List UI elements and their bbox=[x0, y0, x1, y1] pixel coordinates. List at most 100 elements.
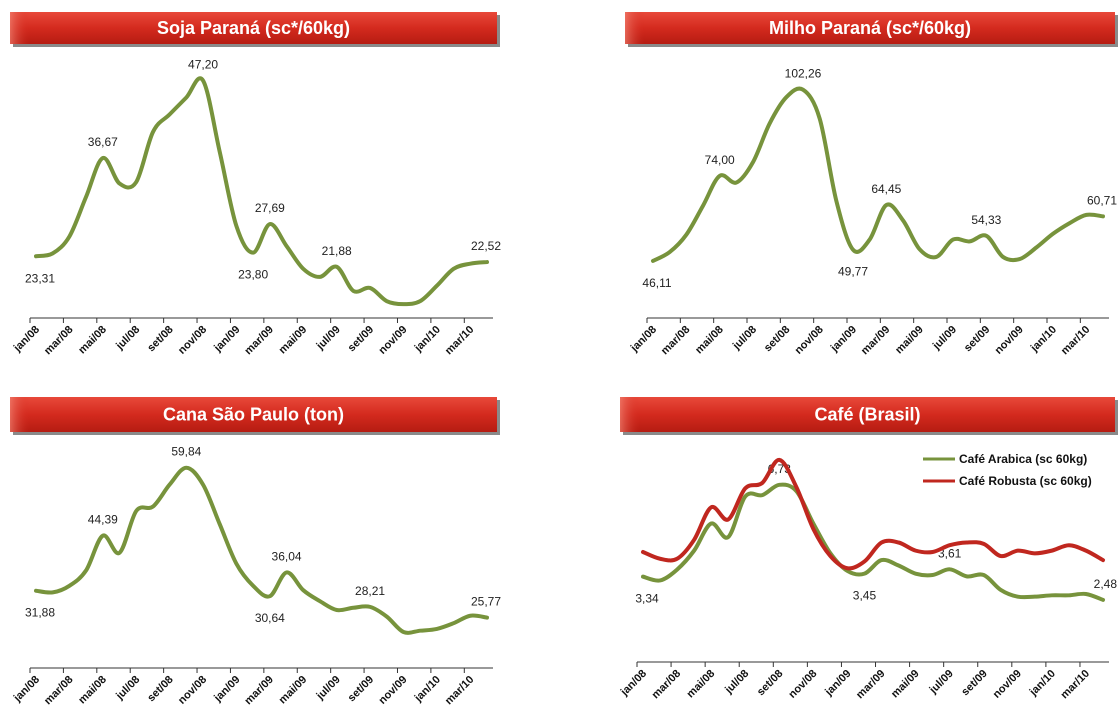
x-tick-label: mai/09 bbox=[277, 674, 310, 707]
x-tick-label: set/08 bbox=[762, 324, 793, 355]
x-tick-label: mar/10 bbox=[1059, 324, 1093, 358]
x-tick-label: mai/08 bbox=[76, 674, 109, 707]
x-tick-label: jan/09 bbox=[828, 324, 859, 355]
x-tick-label: set/09 bbox=[959, 668, 990, 699]
x-tick-label: set/09 bbox=[346, 674, 377, 705]
data-label: 27,69 bbox=[255, 201, 285, 215]
legend-label: Café Arabica (sc 60kg) bbox=[959, 452, 1087, 466]
data-label: 64,45 bbox=[871, 182, 901, 196]
line-series bbox=[641, 482, 1105, 602]
x-tick-label: mar/09 bbox=[854, 668, 888, 702]
x-tick-label: mai/08 bbox=[685, 668, 718, 701]
x-tick-label: mai/08 bbox=[76, 324, 109, 357]
chart-title: Cana São Paulo (ton) bbox=[163, 405, 344, 425]
chart-title: Milho Paraná (sc*/60kg) bbox=[769, 18, 971, 38]
data-label: 3,61 bbox=[938, 546, 962, 560]
x-tick-label: jan/10 bbox=[412, 674, 443, 705]
x-tick-label: jul/08 bbox=[730, 324, 759, 353]
data-label: 59,84 bbox=[171, 445, 201, 459]
x-tick-label: nov/09 bbox=[376, 674, 409, 707]
x-tick-label: jul/09 bbox=[314, 674, 343, 703]
x-tick-label: mar/08 bbox=[42, 674, 76, 708]
x-tick-label: nov/09 bbox=[376, 324, 409, 357]
x-tick-label: mar/09 bbox=[242, 674, 276, 708]
x-tick-label: jul/09 bbox=[927, 668, 956, 697]
x-tick-label: mai/08 bbox=[693, 324, 726, 357]
data-label: 60,71 bbox=[1087, 193, 1117, 207]
title-banner-shine bbox=[625, 12, 1115, 44]
title-banner-shine bbox=[10, 397, 497, 432]
x-tick-label: set/08 bbox=[145, 674, 176, 705]
x-tick-label: jul/09 bbox=[930, 324, 959, 353]
chart-panel: Café (Brasil)jan/08 mar/08 mai/08 jul/08 set… bbox=[618, 397, 1118, 701]
data-label: 25,77 bbox=[471, 595, 501, 609]
x-tick-label: nov/09 bbox=[993, 324, 1026, 357]
x-tick-label: set/08 bbox=[145, 324, 176, 355]
x-tick-label: jan/09 bbox=[211, 324, 242, 355]
data-label: 2,48 bbox=[1094, 577, 1118, 591]
x-tick-label: mai/09 bbox=[889, 668, 922, 701]
x-tick-label: mar/08 bbox=[659, 324, 693, 358]
data-label: 74,00 bbox=[705, 153, 735, 167]
x-tick-label: mar/10 bbox=[443, 674, 477, 708]
data-label: 49,77 bbox=[838, 265, 868, 279]
x-tick-label: nov/08 bbox=[793, 324, 826, 357]
x-tick-label: jan/09 bbox=[822, 668, 853, 699]
chart-title: Café (Brasil) bbox=[814, 405, 920, 425]
x-tick-label: set/09 bbox=[962, 324, 993, 355]
x-tick-label: mai/09 bbox=[277, 324, 310, 357]
x-tick-label: jul/08 bbox=[113, 674, 142, 703]
chart-panel: Soja Paraná (sc*/60kg) jan/08 mar/08 mai/08… bbox=[10, 12, 501, 357]
x-tick-label: jan/08 bbox=[11, 324, 42, 355]
x-tick-label: jan/10 bbox=[1028, 324, 1059, 355]
x-tick-label: nov/09 bbox=[991, 668, 1024, 701]
x-tick-label: nov/08 bbox=[176, 324, 209, 357]
x-tick-label: mar/10 bbox=[443, 324, 477, 358]
x-tick-label: jan/08 bbox=[618, 668, 649, 699]
x-tick-label: jul/09 bbox=[314, 324, 343, 353]
chart-panel: Cana São Paulo (ton)jan/08 mar/08 mai/08 ju… bbox=[10, 397, 501, 707]
x-tick-label: nov/08 bbox=[786, 668, 819, 701]
line-series bbox=[34, 465, 489, 635]
data-label: 36,67 bbox=[88, 135, 118, 149]
x-tick-label: mar/08 bbox=[42, 324, 76, 358]
data-label: 54,33 bbox=[971, 213, 1001, 227]
data-label: 3,34 bbox=[635, 592, 659, 606]
x-tick-label: mar/09 bbox=[859, 324, 893, 358]
x-tick-label: jan/10 bbox=[412, 324, 443, 355]
x-tick-label: set/08 bbox=[755, 668, 786, 699]
data-label: 23,80 bbox=[238, 268, 268, 282]
x-tick-label: jul/08 bbox=[113, 324, 142, 353]
x-tick-label: jan/10 bbox=[1027, 668, 1058, 699]
x-tick-label: mar/08 bbox=[650, 668, 684, 702]
data-label: 44,39 bbox=[88, 513, 118, 527]
x-tick-label: mar/09 bbox=[242, 324, 276, 358]
x-tick-label: jan/08 bbox=[11, 674, 42, 705]
data-label: 30,64 bbox=[255, 611, 285, 625]
data-label: 23,31 bbox=[25, 271, 55, 285]
title-banner-shine bbox=[620, 397, 1115, 432]
line-series bbox=[34, 76, 489, 307]
x-tick-label: jan/09 bbox=[211, 674, 242, 705]
data-label: 21,88 bbox=[322, 244, 352, 258]
line-series bbox=[651, 86, 1105, 263]
data-label: 47,20 bbox=[188, 58, 218, 72]
x-tick-label: mai/09 bbox=[893, 324, 926, 357]
data-label: 31,88 bbox=[25, 606, 55, 620]
data-label: 102,26 bbox=[785, 67, 822, 81]
line-series bbox=[641, 457, 1105, 571]
x-tick-label: jul/08 bbox=[722, 668, 751, 697]
title-banner-shine bbox=[10, 12, 497, 44]
chart-panel: Milho Paraná (sc*/60kg)jan/08 mar/08 mai/0… bbox=[625, 12, 1118, 357]
x-tick-label: jan/08 bbox=[628, 324, 659, 355]
data-label: 36,04 bbox=[272, 549, 302, 563]
data-label: 46,11 bbox=[642, 276, 671, 290]
x-tick-label: mar/10 bbox=[1059, 668, 1093, 702]
chart-title: Soja Paraná (sc*/60kg) bbox=[157, 18, 350, 38]
legend-label: Café Robusta (sc 60kg) bbox=[959, 474, 1092, 488]
x-tick-label: nov/08 bbox=[176, 674, 209, 707]
data-label: 3,45 bbox=[853, 589, 877, 603]
data-label: 22,52 bbox=[471, 239, 501, 253]
x-tick-label: set/09 bbox=[346, 324, 377, 355]
